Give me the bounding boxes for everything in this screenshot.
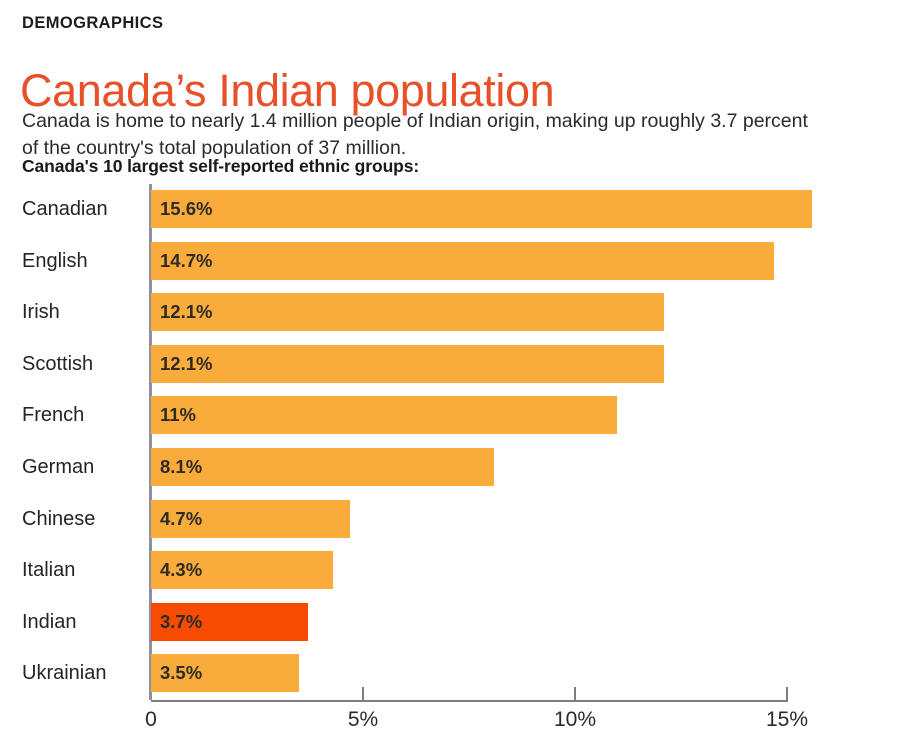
bar[interactable]: 8.1%: [151, 448, 494, 486]
bar-value-label: 12.1%: [160, 301, 213, 323]
bar-row: Chinese 4.7%: [0, 499, 924, 538]
bar-value-label: 3.5%: [160, 662, 203, 684]
x-axis-tick: [786, 687, 788, 700]
category-label: Irish: [22, 301, 60, 324]
bar[interactable]: 15.6%: [151, 190, 812, 228]
category-label: Italian: [22, 559, 76, 582]
bar-row: Scottish 12.1%: [0, 344, 924, 383]
x-axis-line: [151, 700, 788, 702]
standfirst-paragraph: Canada is home to nearly 1.4 million peo…: [22, 109, 808, 159]
category-label: German: [22, 456, 95, 478]
bar[interactable]: 14.7%: [151, 241, 774, 280]
bar-row: Ukrainian 3.5%: [0, 654, 924, 693]
x-axis-tick-label: 10%: [553, 708, 597, 731]
category-label: Canadian: [22, 198, 108, 220]
category-label: French: [22, 404, 85, 427]
chart-subhead: Canada's 10 largest self-reported ethnic…: [22, 156, 420, 176]
bar-row: German 8.1%: [0, 448, 924, 486]
category-label: English: [22, 249, 88, 272]
bar-row: Irish 12.1%: [0, 293, 924, 332]
category-label: Indian: [22, 610, 77, 633]
bar-value-label: 3.7%: [160, 610, 203, 632]
bar-value-label: 14.7%: [160, 249, 213, 271]
bar-row: Italian 4.3%: [0, 551, 924, 590]
bar-value-label: 12.1%: [160, 352, 213, 374]
category-label: Scottish: [22, 352, 94, 375]
bar[interactable]: 12.1%: [151, 344, 664, 383]
bar[interactable]: 3.5%: [151, 654, 299, 693]
bar-chart: Canadian 15.6% English 14.7% Irish 12.1% Scott…: [0, 184, 924, 746]
bar[interactable]: 4.7%: [151, 499, 350, 538]
category-label: Ukrainian: [22, 662, 107, 685]
x-axis-tick: [362, 687, 364, 700]
bar-highlight[interactable]: 3.7%: [151, 602, 308, 641]
category-label: Chinese: [22, 507, 96, 530]
page-title: Canada’s Indian population: [20, 65, 555, 117]
y-axis-line: [149, 184, 152, 700]
bar[interactable]: 11%: [151, 396, 617, 435]
kicker-label: DEMOGRAPHICS: [22, 14, 164, 32]
bar[interactable]: 12.1%: [151, 293, 664, 332]
x-axis-tick-label: 15%: [765, 708, 809, 731]
x-axis-tick-label: 0: [145, 708, 157, 731]
bar-value-label: 4.3%: [160, 559, 203, 581]
bar-value-label: 15.6%: [160, 198, 213, 219]
bar-row: French 11%: [0, 396, 924, 435]
plot-area: Canadian 15.6% English 14.7% Irish 12.1% Scott…: [0, 184, 924, 731]
x-axis-tick: [574, 687, 576, 700]
x-axis-tick-label: 5%: [347, 708, 379, 731]
bar-row: English 14.7%: [0, 241, 924, 280]
bar[interactable]: 4.3%: [151, 551, 333, 590]
bar-value-label: 11%: [160, 404, 197, 426]
bar-row: Canadian 15.6%: [0, 190, 924, 228]
bar-value-label: 4.7%: [160, 507, 203, 529]
bar-value-label: 8.1%: [160, 456, 203, 477]
bar-row: Indian 3.7%: [0, 602, 924, 641]
